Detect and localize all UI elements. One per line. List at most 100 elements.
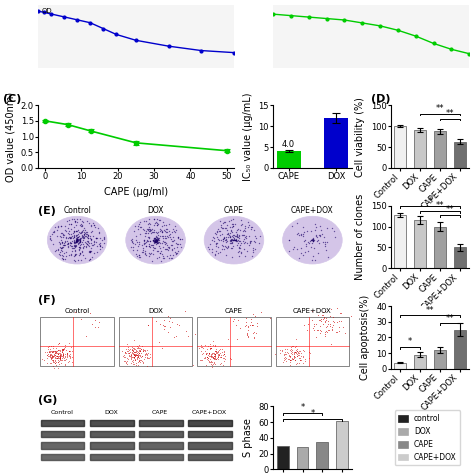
Point <box>59 346 66 354</box>
Text: Control: Control <box>51 410 73 415</box>
Point <box>229 317 237 325</box>
Point <box>59 345 66 353</box>
Point <box>155 242 163 250</box>
Point <box>57 351 65 358</box>
Point <box>72 227 80 235</box>
Point <box>156 239 164 247</box>
Point <box>53 349 60 356</box>
Point <box>59 255 66 263</box>
Point <box>133 355 141 362</box>
Bar <box>188 454 231 460</box>
Point <box>309 237 317 245</box>
Point <box>73 238 80 246</box>
Point <box>293 230 301 237</box>
Point <box>291 352 298 360</box>
Point <box>203 353 210 361</box>
Point <box>199 356 206 364</box>
Point <box>55 223 62 230</box>
Point <box>227 237 234 245</box>
Point <box>73 238 81 246</box>
Point <box>144 227 152 234</box>
Point <box>62 252 70 260</box>
Point <box>73 234 81 242</box>
Point <box>71 231 78 239</box>
Point <box>283 357 290 365</box>
Point <box>86 255 93 263</box>
Point <box>201 353 209 361</box>
Point <box>207 345 215 352</box>
Point <box>149 241 157 249</box>
Bar <box>434 350 446 369</box>
Point <box>305 239 313 247</box>
Point <box>134 344 142 352</box>
Point <box>62 343 69 351</box>
Point <box>49 356 57 364</box>
Point <box>250 333 258 341</box>
Point <box>54 347 61 355</box>
Text: CAPE+DOX: CAPE+DOX <box>293 308 332 314</box>
Point <box>204 354 211 362</box>
Point <box>150 221 157 229</box>
Point <box>208 362 215 369</box>
Bar <box>414 220 426 268</box>
Bar <box>41 454 84 460</box>
Point <box>82 242 90 249</box>
Point <box>233 232 240 239</box>
Point <box>219 236 227 243</box>
Point <box>53 349 60 357</box>
Point <box>158 232 165 240</box>
Point <box>216 248 224 256</box>
Point <box>229 236 237 244</box>
Point <box>136 349 143 356</box>
Point <box>285 356 292 363</box>
Point <box>121 349 128 357</box>
Point <box>174 235 182 242</box>
Point <box>211 351 219 358</box>
Point <box>132 349 139 356</box>
Point <box>228 235 235 243</box>
Point <box>300 228 308 236</box>
Point <box>45 350 52 358</box>
Point <box>67 226 74 233</box>
Point <box>146 228 154 235</box>
Point <box>318 312 326 319</box>
Point <box>243 329 251 337</box>
Point <box>243 331 251 339</box>
Point <box>141 241 148 248</box>
Point <box>152 237 160 244</box>
Point <box>134 342 141 349</box>
Point <box>152 238 160 246</box>
Point <box>309 239 316 247</box>
Point <box>147 249 155 256</box>
Point <box>49 347 56 355</box>
Point <box>90 237 98 245</box>
Point <box>79 236 87 244</box>
Point <box>74 233 82 241</box>
Point <box>132 347 140 355</box>
Point <box>47 342 55 350</box>
Point <box>142 229 150 237</box>
Point <box>76 249 83 256</box>
Text: (D): (D) <box>371 94 391 104</box>
Point <box>49 358 57 366</box>
Point <box>234 336 241 343</box>
Point <box>73 236 80 243</box>
Point <box>73 237 81 244</box>
Point <box>130 345 138 352</box>
Point <box>150 238 157 246</box>
Point <box>64 358 72 365</box>
Point <box>88 253 96 261</box>
Point <box>128 346 136 354</box>
Point <box>41 348 49 356</box>
Point <box>302 241 310 248</box>
Point <box>248 321 255 329</box>
Point <box>46 353 54 361</box>
Point <box>314 326 322 334</box>
Point <box>89 228 96 235</box>
Point <box>217 361 224 368</box>
Bar <box>454 142 465 168</box>
Point <box>156 232 164 240</box>
Point <box>137 346 144 354</box>
Point <box>46 351 54 358</box>
Point <box>83 217 91 225</box>
